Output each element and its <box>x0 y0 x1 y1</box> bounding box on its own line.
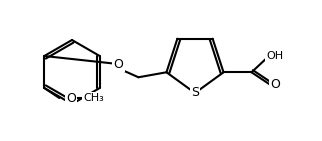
Text: CH₃: CH₃ <box>83 93 104 103</box>
Text: O: O <box>66 92 76 104</box>
Text: O: O <box>114 58 123 71</box>
Text: OH: OH <box>266 51 283 61</box>
Text: O: O <box>270 78 280 91</box>
Text: S: S <box>191 86 199 100</box>
